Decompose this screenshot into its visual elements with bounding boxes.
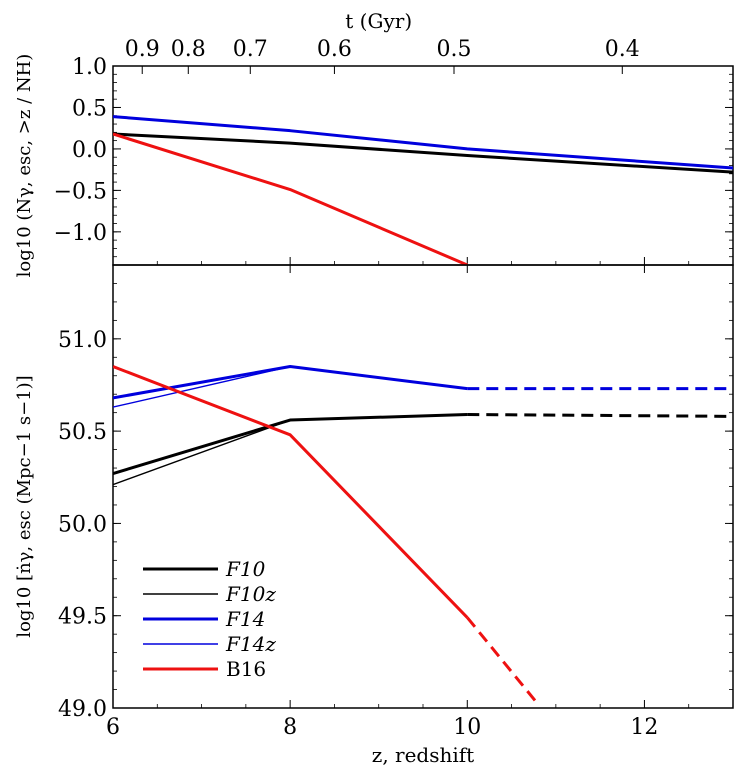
bottom-panel-frame — [112, 264, 734, 709]
bottom-ytick-label: 50.5 — [58, 420, 107, 445]
bottom-y-axis-title: log10 [ṅγ, esc (Mpc−1 s−1)] — [14, 375, 35, 637]
bottom-xtick-label: 6 — [106, 715, 120, 740]
top-axis-tick-label: 0.9 — [125, 37, 160, 62]
bottom-series-b16-line — [113, 365, 469, 619]
top-series-f14-line — [113, 115, 733, 170]
bottom-ytick-label: 49.0 — [58, 697, 107, 722]
top-series-f10-line — [113, 132, 733, 174]
top-axis-tick-label: 0.4 — [605, 37, 640, 62]
legend-label-f14z: F14z — [225, 632, 276, 656]
top-ytick-label: −0.5 — [54, 179, 107, 204]
top-axis-title: t (Gyr) — [345, 9, 412, 33]
bottom-xtick-label: 10 — [453, 715, 481, 740]
top-axis-tick-label: 0.7 — [233, 37, 268, 62]
bottom-series-b16-dashed-line — [466, 616, 540, 706]
top-ytick-label: 1.0 — [72, 55, 107, 80]
legend-label-f14: F14 — [225, 607, 265, 631]
top-axis-tick-label: 0.8 — [171, 37, 206, 62]
bottom-series-f14z-line — [113, 365, 291, 408]
top-axis-tick-label: 0.5 — [437, 37, 472, 62]
legend-label-f10z: F10z — [225, 582, 276, 606]
bottom-xtick-label: 12 — [630, 715, 658, 740]
bottom-series-f10-dashed-line — [467, 413, 733, 418]
bottom-series-group — [113, 365, 733, 706]
top-ytick-label: −1.0 — [54, 221, 107, 246]
legend-label-b16: B16 — [226, 657, 266, 681]
bottom-ytick-label: 50.0 — [58, 512, 107, 537]
top-series-group — [113, 115, 733, 265]
bottom-ytick-label: 49.5 — [58, 605, 107, 630]
top-series-b16-line — [113, 132, 468, 265]
bottom-x-axis-title: z, redshift — [372, 743, 474, 767]
bottom-ytick-label: 51.0 — [58, 328, 107, 353]
top-ytick-label: 0.5 — [72, 96, 107, 121]
top-axis-tick-label: 0.6 — [317, 37, 352, 62]
top-ytick-label: 0.0 — [72, 138, 107, 163]
bottom-xtick-label: 8 — [283, 715, 297, 740]
bottom-series-f10z-line — [113, 419, 291, 486]
top-y-axis-title: log10 (Nγ, esc, >z / NH) — [14, 54, 35, 278]
legend-label-f10: F10 — [225, 557, 266, 581]
bottom-series-f14-line — [113, 365, 468, 400]
